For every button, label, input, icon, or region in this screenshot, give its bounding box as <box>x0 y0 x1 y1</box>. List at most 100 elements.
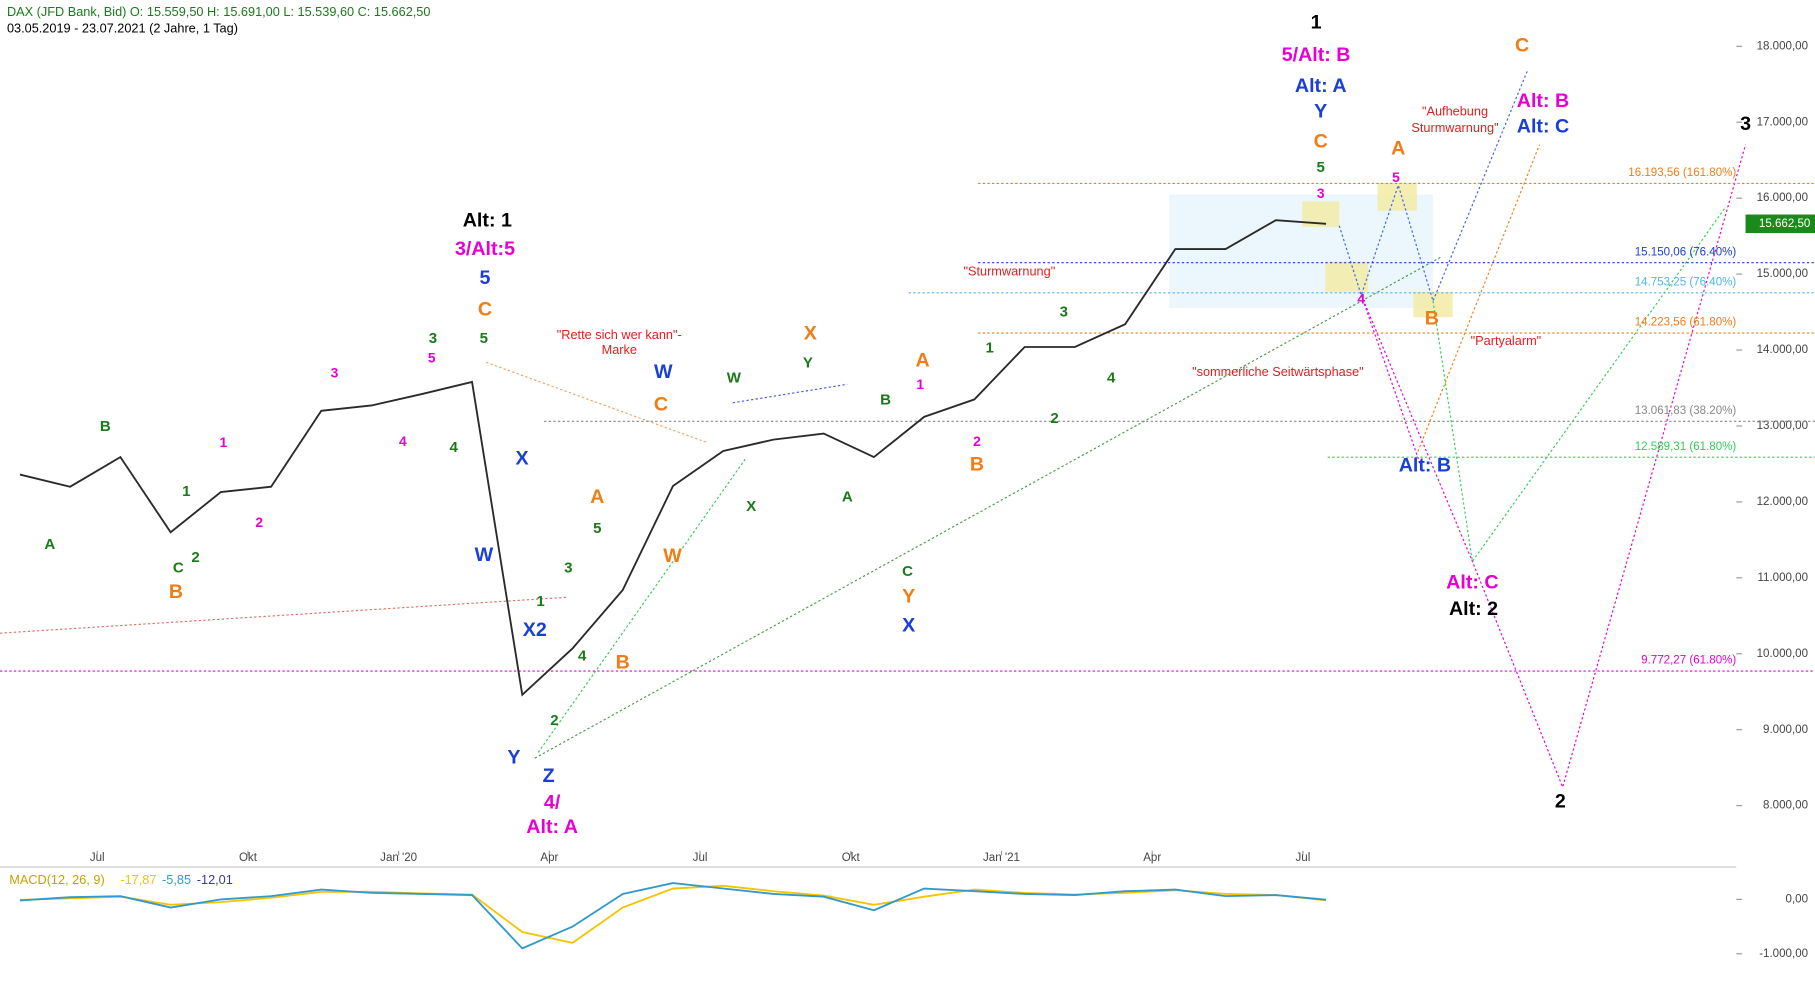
wave-label: C <box>902 563 913 580</box>
fib-label: 13.061,83 (38.20%) <box>1635 405 1737 417</box>
wave-label: W <box>727 369 742 386</box>
y-tick-label: 14.000,00 <box>1757 344 1808 356</box>
fib-label: 14.753,25 (76.40%) <box>1635 276 1737 288</box>
wave-label: 4/ <box>544 792 561 814</box>
wave-label: 3 <box>564 559 572 576</box>
wave-label: 2 <box>1555 790 1566 812</box>
wave-label: "Aufhebung <box>1422 104 1488 119</box>
wave-label: B <box>169 581 183 603</box>
wave-label: X <box>902 614 915 636</box>
wave-label: A <box>1391 138 1405 160</box>
wave-label: 1 <box>220 434 228 450</box>
wave-label: B <box>100 418 111 435</box>
wave-label: 2 <box>191 549 199 566</box>
trend-lines <box>0 69 1747 789</box>
wave-label: 3 <box>1317 185 1325 201</box>
wave-label: 5 <box>480 330 488 347</box>
fib-label: 12.589,31 (61.80%) <box>1635 441 1737 453</box>
wave-label: 2 <box>550 712 558 729</box>
wave-label: 1 <box>985 339 993 356</box>
series-line <box>19 884 1327 944</box>
last-price-box <box>1745 214 1815 234</box>
wave-label: 5 <box>593 520 601 537</box>
x-tick-label: Jul <box>693 852 708 864</box>
y-tick-label: 13.000,00 <box>1757 420 1808 432</box>
last-price-label: 15.662,50 <box>1759 218 1810 230</box>
wave-label: A <box>842 489 853 506</box>
wave-label: B <box>880 391 891 408</box>
wave-label: B <box>970 454 984 476</box>
wave-label: Y <box>1314 100 1327 122</box>
wave-label: W <box>654 361 673 383</box>
wave-label: Alt: B <box>1399 455 1451 477</box>
wave-label: 4 <box>1107 369 1116 386</box>
wave-label: Alt: 1 <box>463 209 512 231</box>
wave-label: 5 <box>1392 169 1400 185</box>
wave-label: A <box>590 486 604 508</box>
wave-label: 2 <box>973 433 981 449</box>
wave-label: 5/Alt: B <box>1282 44 1351 66</box>
wave-label: 2 <box>255 514 263 530</box>
wave-label: Alt: C <box>1517 116 1569 138</box>
wave-label: A <box>915 349 929 371</box>
fib-label: 16.193,56 (161.80%) <box>1628 167 1736 179</box>
wave-label: 1 <box>182 483 190 500</box>
x-tick-label: Jul <box>1296 852 1311 864</box>
y-tick-label: 9.000,00 <box>1763 724 1808 736</box>
wave-label: C <box>173 559 184 576</box>
wave-label: B <box>616 651 630 673</box>
wave-label: X2 <box>523 619 547 641</box>
wave-label: B <box>1425 308 1439 330</box>
y-tick-label: 18.000,00 <box>1757 40 1808 52</box>
wave-label: C <box>1314 131 1328 153</box>
x-tick-label: Jan '20 <box>380 852 417 864</box>
wave-label: 3 <box>331 365 339 381</box>
wave-label: 3 <box>429 330 437 347</box>
wave-label: Alt: B <box>1517 90 1569 112</box>
wave-label: 4 <box>1357 290 1365 306</box>
wave-label: Alt: 2 <box>1449 598 1498 620</box>
wave-label: Y <box>803 354 813 371</box>
wave-label: "sommerliche Seitwärtsphase" <box>1192 364 1364 379</box>
wave-label: C <box>654 393 668 415</box>
wave-label: 3/Alt:5 <box>455 238 515 260</box>
fib-label: 9.772,27 (61.80%) <box>1641 655 1736 667</box>
y-tick-label: 8.000,00 <box>1763 800 1808 812</box>
wave-label: Alt: A <box>526 816 578 838</box>
y-tick-label: 17.000,00 <box>1757 116 1808 128</box>
macd-title: MACD(12, 26, 9) <box>9 872 104 887</box>
wave-label: 2 <box>1050 410 1058 427</box>
wave-label: 5 <box>480 267 491 289</box>
series-line <box>19 882 1327 950</box>
wave-label: 4 <box>399 433 407 449</box>
wave-label: C <box>1515 35 1529 57</box>
wave-label: 4 <box>578 647 587 664</box>
wave-label: Alt: A <box>1295 75 1347 97</box>
wave-label: 3 <box>1740 113 1751 135</box>
fib-label: 14.223,56 (61.80%) <box>1635 317 1737 329</box>
subheader: 03.05.2019 - 23.07.2021 (2 Jahre, 1 Tag) <box>7 20 238 35</box>
macd-tick-label: 0,00 <box>1786 893 1809 905</box>
x-tick-label: Okt <box>842 852 861 864</box>
macd-value: -12,01 <box>197 872 233 887</box>
x-tick-label: Jul <box>90 852 105 864</box>
sideways-zone <box>1169 194 1434 308</box>
wave-label: 1 <box>916 376 924 392</box>
wave-label: 1 <box>536 593 544 610</box>
macd-value: -17,87 <box>120 872 156 887</box>
wave-label: "Partyalarm" <box>1471 333 1542 348</box>
wave-label: 1 <box>1311 11 1322 33</box>
wave-label: Y <box>902 585 915 607</box>
y-tick-label: 11.000,00 <box>1757 572 1808 584</box>
wave-label: A <box>44 536 55 553</box>
wave-label: Sturmwarnung" <box>1411 120 1498 135</box>
wave-label: Alt: C <box>1446 572 1498 594</box>
y-tick-label: 15.000,00 <box>1757 268 1808 280</box>
x-tick-label: Jan '21 <box>983 852 1020 864</box>
y-tick-label: 16.000,00 <box>1757 192 1808 204</box>
wave-label: X <box>515 448 528 470</box>
x-tick-label: Apr <box>540 852 558 864</box>
macd-tick-label: -1.000,00 <box>1759 948 1808 960</box>
series-line <box>19 219 1327 697</box>
highlight <box>1325 261 1369 292</box>
